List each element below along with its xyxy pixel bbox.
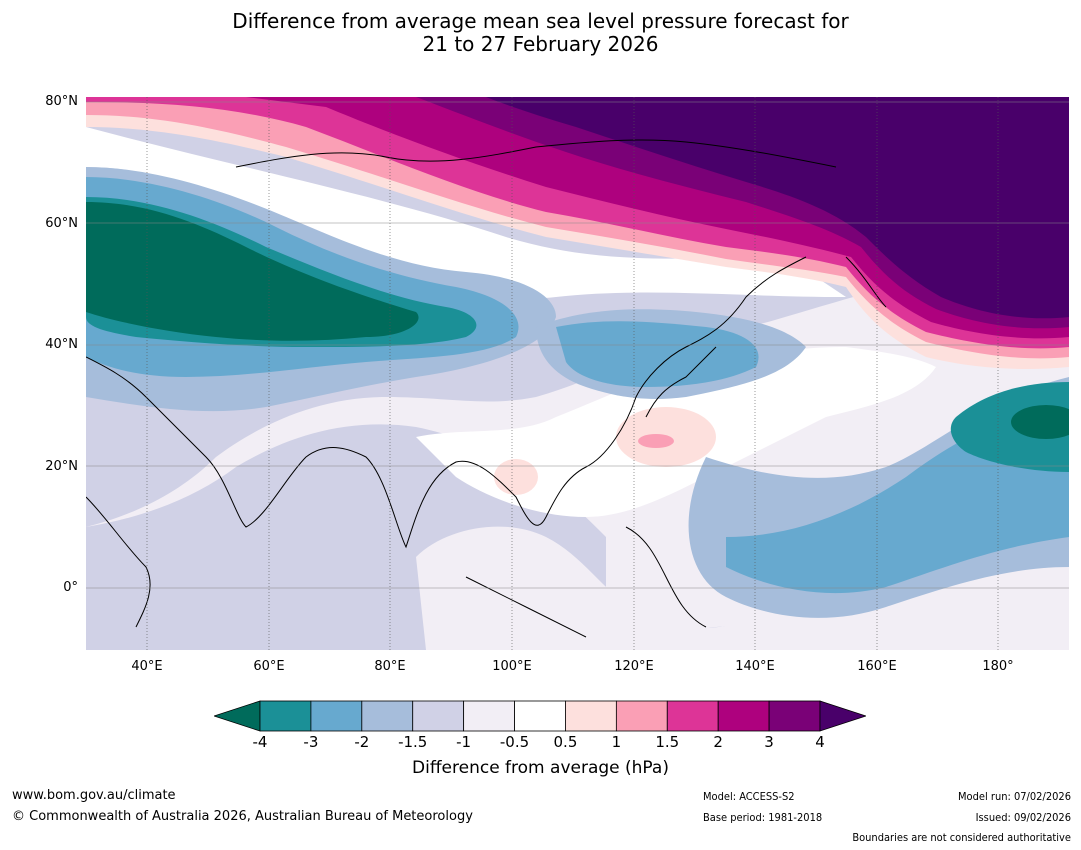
lon-label-180: 180° [982, 659, 1014, 674]
colorbar-segment [463, 700, 515, 732]
map-title: Difference from average mean sea level p… [0, 10, 1081, 56]
colorbar-tick-label: 4 [815, 733, 825, 751]
colorbar-segment [615, 700, 668, 732]
colorbar-segment [412, 700, 465, 732]
colorbar-tick-label: -1 [456, 733, 472, 751]
colorbar-tick-label: -3 [303, 733, 319, 751]
title-line-1: Difference from average mean sea level p… [232, 9, 849, 33]
colorbar-extend-low [214, 700, 261, 732]
model-name: Model: ACCESS-S2 [703, 790, 795, 803]
map-svg [86, 97, 1069, 650]
colorbar-segment [514, 700, 566, 732]
colorbar-tick-label: 2 [713, 733, 723, 751]
lon-label-60e: 60°E [253, 659, 285, 674]
anomaly-positive-extreme [486, 97, 1069, 319]
colorbar-tick-label: -0.5 [499, 733, 530, 751]
website-link[interactable]: www.bom.gov.au/climate [12, 788, 176, 803]
colorbar-tick-label: 0.5 [553, 733, 578, 751]
colorbar-segment [259, 700, 312, 732]
colorbar-tick-label: -1.5 [398, 733, 428, 751]
lat-label-40n: 40°N [45, 337, 78, 352]
colorbar-segment [768, 700, 821, 732]
colorbar-segment [361, 700, 414, 732]
issued-date: Issued: 09/02/2026 [975, 811, 1071, 824]
neutral-band-north [86, 127, 846, 299]
meridians [146, 97, 999, 650]
lon-label-100e: 100°E [492, 659, 532, 674]
anomaly-pacific-core [1011, 405, 1069, 439]
colorbar-tick-label: -4 [252, 733, 268, 751]
colorbar-tick-label: 1 [611, 733, 622, 751]
anomaly-kazakhstan-core [86, 202, 419, 341]
anomaly-china-mid [556, 321, 759, 387]
colorbar-segment [565, 700, 617, 732]
colorbar-segment [717, 700, 770, 732]
lon-label-120e: 120°E [614, 659, 654, 674]
base-period: Base period: 1981-2018 [703, 811, 823, 824]
colorbar-tick-label: 1.5 [655, 733, 680, 751]
title-line-2: 21 to 27 February 2026 [422, 32, 659, 56]
colorbar-extend-high [819, 700, 866, 732]
lon-label-40e: 40°E [131, 659, 163, 674]
colorbar-tick-label: 3 [764, 733, 774, 751]
lat-label-80n: 80°N [45, 94, 78, 109]
parallels [86, 101, 1069, 589]
lat-label-20n: 20°N [45, 459, 78, 474]
model-run-date: Model run: 07/02/2026 [958, 790, 1071, 803]
colorbar-label: Difference from average (hPa) [412, 758, 669, 778]
lat-label-60n: 60°N [45, 216, 78, 231]
lon-label-140e: 140°E [735, 659, 775, 674]
lat-label-0: 0° [63, 580, 78, 595]
anomaly-positive-core [638, 434, 674, 448]
colorbar-segment [310, 700, 363, 732]
anomaly-pacific-weak [416, 477, 1069, 650]
pressure-anomaly-map [86, 97, 1069, 650]
coastlines [86, 139, 887, 638]
copyright-text: © Commonwealth of Australia 2026, Austra… [12, 809, 473, 824]
lon-label-80e: 80°E [374, 659, 406, 674]
colorbar [214, 700, 866, 732]
boundaries-disclaimer: Boundaries are not considered authoritat… [852, 831, 1071, 844]
anomaly-pacific-strong [950, 382, 1069, 472]
colorbar-tick-label: -2 [354, 733, 370, 751]
lon-label-160e: 160°E [857, 659, 897, 674]
anomaly-positive-indochina [494, 459, 538, 495]
colorbar-segment [666, 700, 719, 732]
